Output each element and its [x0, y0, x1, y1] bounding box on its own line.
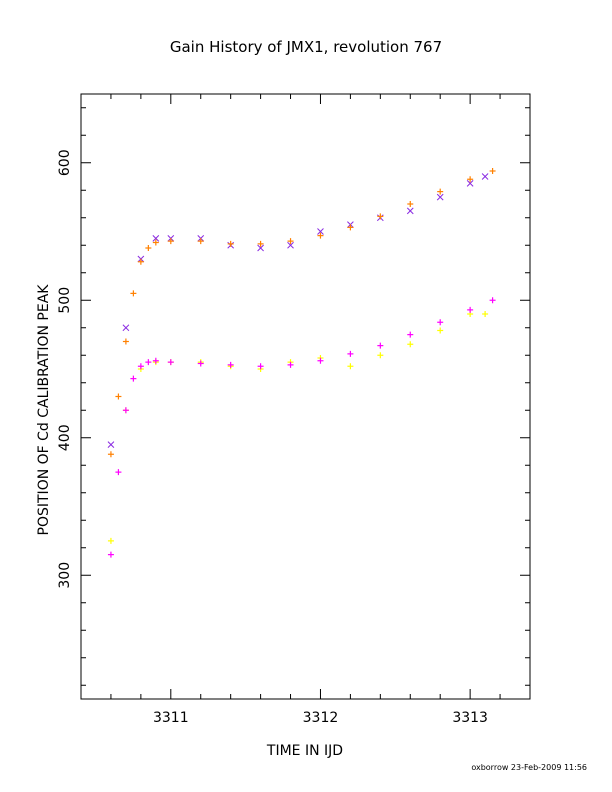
data-point [167, 238, 174, 245]
data-point [257, 240, 264, 247]
data-point [107, 451, 114, 458]
data-point [317, 228, 324, 235]
data-point [407, 201, 414, 207]
data-point [287, 361, 294, 368]
data-point [287, 241, 294, 249]
data-point [107, 441, 115, 448]
data-point [317, 232, 324, 239]
plot-frame [80, 93, 531, 700]
data-point [122, 407, 129, 414]
y-tick-label: 400 [57, 424, 73, 451]
data-point [137, 258, 144, 265]
chart-title: Gain History of JMX1, revolution 767 [170, 38, 442, 56]
data-point [107, 551, 114, 558]
data-point [347, 363, 354, 370]
data-point [377, 213, 384, 220]
data-point [152, 357, 159, 364]
x-tick-label: 3313 [452, 710, 488, 726]
data-point [227, 361, 234, 368]
y-axis-label: POSITION OF Cd CALIBRATION PEAK [36, 284, 52, 536]
data-point [466, 180, 474, 187]
data-point [436, 193, 444, 201]
data-point [130, 375, 137, 382]
y-tick-label: 500 [57, 287, 73, 314]
data-point [407, 331, 414, 338]
data-point [167, 359, 174, 366]
data-point [481, 173, 489, 180]
data-point [115, 393, 122, 400]
data-point [467, 176, 474, 183]
data-point [115, 469, 122, 476]
footer-credit: oxborrow 23-Feb-2009 11:56 [471, 763, 587, 772]
data-point [489, 168, 496, 174]
y-tick-label: 600 [57, 149, 73, 176]
data-point [227, 240, 234, 247]
data-point [152, 235, 160, 242]
data-point [130, 290, 137, 297]
data-point [122, 338, 129, 345]
data-point [377, 352, 384, 359]
data-points [107, 168, 496, 558]
data-point [437, 319, 444, 326]
data-point [137, 363, 144, 370]
axis-tick-labels: 3311 3312 3313 300 400 500 600 [57, 149, 488, 726]
data-point [437, 188, 444, 195]
data-point [406, 207, 414, 215]
data-point [122, 324, 130, 332]
data-point [377, 342, 384, 349]
axis-ticks [80, 94, 531, 699]
x-axis-label: TIME IN IJD [266, 743, 343, 759]
x-tick-label: 3312 [303, 710, 339, 726]
data-point [437, 327, 444, 334]
data-point [317, 357, 324, 364]
data-point [257, 363, 264, 370]
data-point [347, 224, 354, 231]
data-point [197, 238, 204, 245]
data-point [145, 245, 152, 251]
data-point [107, 537, 114, 544]
data-point [152, 239, 159, 246]
data-point [287, 238, 294, 245]
data-point [482, 311, 489, 317]
data-point [467, 306, 474, 313]
x-tick-label: 3311 [153, 710, 189, 726]
data-point [407, 341, 414, 348]
data-point [489, 297, 496, 304]
data-point [257, 244, 264, 252]
data-point [197, 360, 204, 367]
data-point [347, 350, 354, 357]
data-point [145, 359, 152, 366]
y-tick-label: 300 [57, 562, 73, 589]
